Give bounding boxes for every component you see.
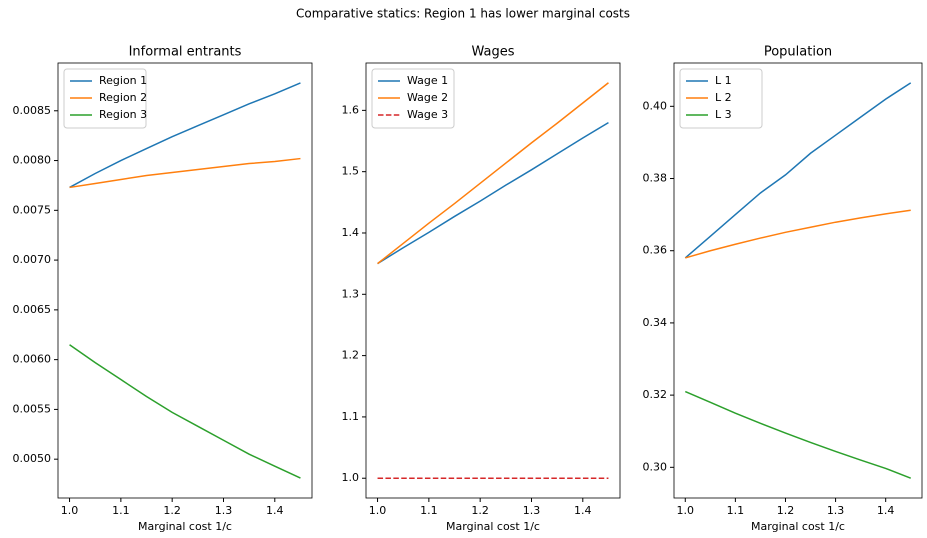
y-tick-label: 0.38 <box>643 172 668 185</box>
series-line <box>685 209 911 259</box>
x-tick-label: 1.1 <box>112 504 130 517</box>
x-tick-label: 1.4 <box>574 504 592 517</box>
y-tick-label: 1.6 <box>342 103 360 116</box>
series-line <box>69 157 301 189</box>
x-tick-label: 1.2 <box>777 504 795 517</box>
legend-label: L 1 <box>715 74 732 87</box>
y-tick-label: 1.5 <box>342 165 360 178</box>
x-tick-label: 1.0 <box>369 504 387 517</box>
y-tick-label: 0.0050 <box>13 452 52 465</box>
y-tick-label: 0.40 <box>643 99 668 112</box>
y-tick-label: 1.1 <box>342 410 360 423</box>
x-axis-label: Marginal cost 1/c <box>446 520 540 533</box>
axes-frame <box>673 62 923 499</box>
subplot-title: Wages <box>471 45 514 60</box>
legend-label: Region 1 <box>99 74 147 87</box>
legend-box <box>63 68 147 129</box>
y-tick-label: 0.36 <box>643 244 668 257</box>
y-tick-label: 1.0 <box>342 471 360 484</box>
x-tick-label: 1.4 <box>266 504 284 517</box>
axes-frame <box>57 62 313 499</box>
subplot-title: Informal entrants <box>129 45 242 60</box>
legend-box <box>679 68 763 129</box>
y-tick-label: 0.0085 <box>13 104 52 117</box>
legend-label: Wage 1 <box>407 74 448 87</box>
x-tick-label: 1.1 <box>420 504 438 517</box>
legend-label: Region 3 <box>99 108 147 121</box>
series-line <box>69 82 301 189</box>
x-tick-label: 1.3 <box>215 504 233 517</box>
legend: Region 1 Region 2 Region 3 <box>63 68 147 129</box>
x-tick-label: 1.2 <box>471 504 489 517</box>
legend-label: Region 2 <box>99 91 147 104</box>
series-line <box>684 82 912 259</box>
figure-title: Comparative statics: Region 1 has lower … <box>296 7 630 21</box>
legend: L 1 L 2 L 3 <box>679 68 763 129</box>
legend: Wage 1 Wage 2 Wage 3 <box>371 68 455 129</box>
legend-label: L 3 <box>715 108 732 121</box>
series-line <box>69 344 301 479</box>
y-tick-label: 0.0070 <box>13 253 52 266</box>
y-tick-label: 0.0075 <box>13 203 52 216</box>
x-axis-label: Marginal cost 1/c <box>138 520 232 533</box>
axes-frame <box>365 62 621 499</box>
y-tick-label: 1.2 <box>342 349 360 362</box>
x-tick-label: 1.0 <box>61 504 79 517</box>
x-tick-label: 1.1 <box>727 504 745 517</box>
x-tick-label: 1.3 <box>523 504 541 517</box>
y-tick-label: 0.0065 <box>13 303 52 316</box>
y-tick-label: 0.34 <box>643 316 668 329</box>
y-tick-label: 0.32 <box>643 388 668 401</box>
series-line <box>684 390 912 479</box>
legend-label: L 2 <box>715 91 732 104</box>
x-tick-label: 1.3 <box>827 504 845 517</box>
x-tick-label: 1.4 <box>877 504 895 517</box>
x-axis-label: Marginal cost 1/c <box>751 520 845 533</box>
subplot-title: Population <box>764 45 832 60</box>
legend-label: Wage 3 <box>407 108 448 121</box>
series-line <box>377 82 609 265</box>
y-tick-label: 1.4 <box>342 226 360 239</box>
x-tick-label: 1.2 <box>163 504 181 517</box>
y-tick-label: 0.30 <box>643 460 668 473</box>
y-tick-label: 0.0080 <box>13 154 52 167</box>
y-tick-label: 0.0060 <box>13 353 52 366</box>
legend-label: Wage 2 <box>407 91 448 104</box>
legend-box <box>371 68 455 129</box>
series-line <box>377 121 609 265</box>
y-tick-label: 0.0055 <box>13 402 52 415</box>
y-tick-label: 1.3 <box>342 287 360 300</box>
x-tick-label: 1.0 <box>677 504 695 517</box>
